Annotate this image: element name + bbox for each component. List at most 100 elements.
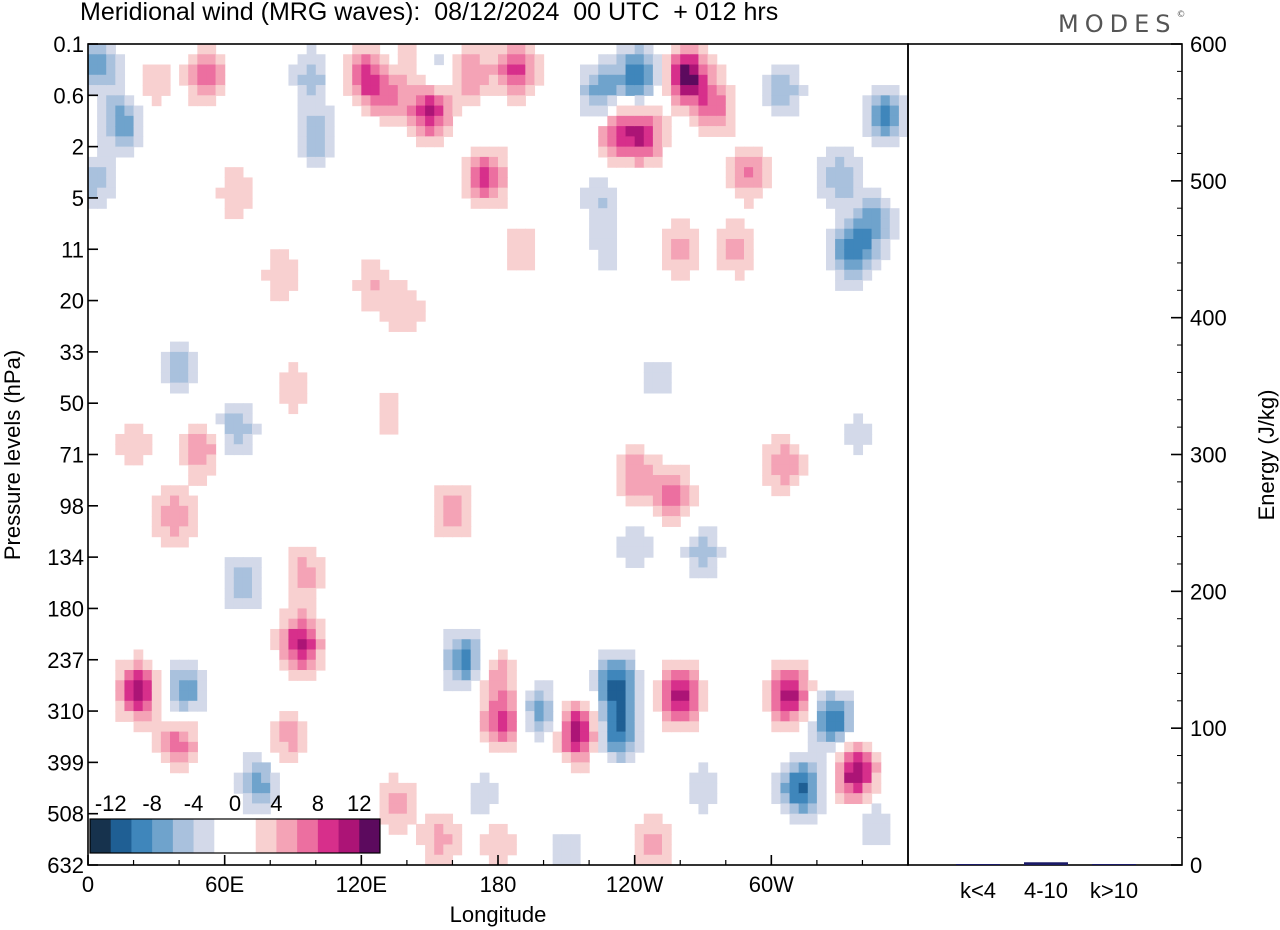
- heatmap-cell: [452, 834, 463, 846]
- x-tick-label: 180: [480, 872, 517, 897]
- energy-tick-label: 300: [1190, 443, 1227, 468]
- heatmap-cell: [279, 752, 290, 763]
- colorbar-swatch: [152, 819, 174, 853]
- heatmap-cell: [789, 105, 800, 117]
- heatmap-cell: [233, 782, 244, 794]
- heatmap-cell: [643, 54, 654, 66]
- heatmap-cell: [252, 782, 262, 794]
- heatmap-cell: [197, 475, 208, 486]
- heatmap-cell: [507, 690, 517, 702]
- heatmap-cell: [97, 95, 107, 107]
- heatmap-cell: [461, 526, 472, 538]
- heatmap-cell: [507, 238, 517, 250]
- heatmap-cell: [306, 618, 317, 630]
- heatmap-cell: [580, 700, 590, 712]
- heatmap-cell: [297, 721, 308, 733]
- heatmap-cell: [871, 752, 882, 763]
- heatmap-cell: [142, 680, 153, 692]
- colorbar: -12 -8 -4 0 4 8 12: [89, 791, 381, 854]
- heatmap-cell: [406, 813, 417, 825]
- heatmap-cell: [798, 670, 809, 681]
- heatmap-cell: [889, 136, 900, 148]
- heatmap-cell: [716, 95, 727, 107]
- heatmap-cell: [507, 741, 517, 753]
- heatmap-cell: [452, 54, 463, 66]
- heatmap-cell: [115, 670, 126, 681]
- heatmap-cell: [816, 731, 827, 743]
- heatmap-cell: [188, 54, 198, 66]
- heatmap-cell: [388, 74, 399, 86]
- heatmap-cell: [780, 105, 791, 117]
- heatmap-cell: [133, 680, 144, 692]
- heatmap-cell: [379, 115, 390, 127]
- heatmap-cell: [507, 721, 517, 733]
- heatmap-cell: [652, 146, 663, 158]
- heatmap-cell: [880, 197, 891, 209]
- heatmap-cell: [771, 700, 782, 712]
- heatmap-cell: [816, 772, 827, 784]
- heatmap-cell: [397, 782, 408, 794]
- heatmap-cell: [498, 670, 508, 681]
- heatmap-cell: [671, 659, 681, 671]
- heatmap-cell: [570, 844, 581, 856]
- heatmap-cell: [452, 628, 463, 640]
- heatmap-cell: [425, 126, 435, 137]
- heatmap-cell: [233, 772, 244, 784]
- heatmap-cell: [361, 54, 372, 66]
- heatmap-cell: [124, 105, 135, 117]
- heatmap-cell: [652, 54, 663, 66]
- heatmap-cell: [297, 587, 308, 599]
- heatmap-cell: [151, 680, 162, 692]
- heatmap-cell: [170, 485, 180, 497]
- heatmap-cell: [188, 362, 198, 373]
- heatmap-cell: [507, 700, 517, 712]
- heatmap-cell: [115, 433, 126, 445]
- heatmap-cell: [616, 44, 627, 55]
- heatmap-cell: [671, 238, 681, 250]
- heatmap-cell: [744, 259, 754, 271]
- heatmap-cell: [233, 423, 244, 435]
- heatmap-cell: [707, 115, 718, 127]
- heatmap-cell: [580, 95, 590, 107]
- heatmap-cell: [625, 680, 636, 692]
- heatmap-cell: [725, 167, 736, 179]
- heatmap-cell: [242, 403, 253, 415]
- heatmap-cell: [798, 690, 809, 702]
- heatmap-cell: [379, 290, 390, 302]
- heatmap-cell: [297, 64, 308, 76]
- heatmap-cell: [634, 74, 645, 86]
- heatmap-cell: [361, 105, 372, 117]
- heatmap-cell: [816, 700, 827, 712]
- heatmap-cell: [406, 300, 417, 312]
- heatmap-cell: [543, 711, 554, 722]
- heatmap-cell: [233, 557, 244, 568]
- heatmap-cell: [844, 782, 854, 794]
- heatmap-cell: [798, 813, 809, 825]
- heatmap-cell: [288, 546, 299, 558]
- heatmap-cell: [862, 218, 873, 230]
- heatmap-cell: [379, 310, 390, 322]
- energy-tick-label: 600: [1190, 32, 1227, 57]
- heatmap-cell: [188, 351, 198, 363]
- heatmap-cell: [616, 670, 627, 681]
- heatmap-cell: [461, 639, 472, 651]
- heatmap-cell: [425, 136, 435, 148]
- heatmap-cell: [452, 105, 463, 117]
- heatmap-cell: [862, 834, 873, 846]
- heatmap-cell: [634, 721, 645, 733]
- heatmap-cell: [634, 741, 645, 753]
- heatmap-cell: [470, 803, 481, 815]
- heatmap-cell: [370, 74, 381, 86]
- heatmap-cell: [543, 721, 554, 733]
- heatmap-cell: [315, 54, 326, 66]
- heatmap-cell: [853, 762, 864, 774]
- heatmap-cell: [106, 115, 116, 127]
- heatmap-cell: [388, 793, 399, 805]
- heatmap-cell: [634, 464, 645, 476]
- heatmap-cell: [479, 85, 490, 96]
- heatmap-cell: [616, 659, 627, 671]
- heatmap-cell: [443, 126, 454, 137]
- heatmap-cell: [725, 115, 736, 127]
- heatmap-cell: [97, 167, 107, 179]
- heatmap-cell: [880, 813, 891, 825]
